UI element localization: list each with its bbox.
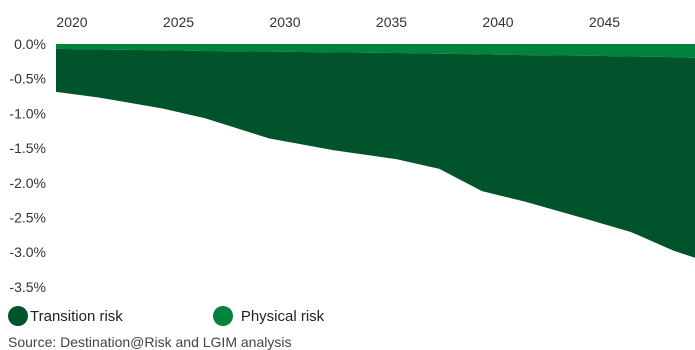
x-tick-label: 2040: [482, 14, 513, 30]
y-tick-label: -0.5%: [9, 71, 46, 87]
x-tick-label: 2035: [376, 14, 407, 30]
legend: Transition risk Physical risk: [8, 306, 414, 326]
chart-areas: [56, 44, 695, 258]
x-tick-label: 2025: [163, 14, 194, 30]
y-tick-label: 0.0%: [14, 36, 46, 52]
source-note: Source: Destination@Risk and LGIM analys…: [8, 334, 292, 350]
legend-swatch-transition: [8, 306, 28, 326]
y-tick-label: -2.5%: [9, 210, 46, 226]
y-tick-label: -2.0%: [9, 175, 46, 191]
x-tick-label: 2045: [589, 14, 620, 30]
x-axis-ticks: 2020202520302035204020452050: [56, 14, 620, 30]
y-tick-label: -3.5%: [9, 279, 46, 295]
x-tick-label: 2020: [56, 14, 87, 30]
legend-item-physical-risk: Physical risk: [212, 306, 325, 326]
legend-label-physical: Physical risk: [240, 307, 325, 325]
y-tick-label: -1.0%: [9, 105, 46, 121]
legend-swatch-physical: [212, 306, 233, 326]
y-tick-label: -1.5%: [9, 140, 46, 156]
area-chart: 2020202520302035204020452050 0.0%-0.5%-1…: [9, 14, 695, 295]
legend-item-transition-risk: Transition risk: [8, 306, 123, 326]
y-tick-label: -3.0%: [9, 244, 46, 260]
area-transition-risk: [56, 48, 695, 258]
area-physical-risk: [56, 44, 695, 58]
y-axis-ticks: 0.0% -0.5% -1.0% -1.5% -2.0% -2.5% -3.0% -3.5%: [9, 36, 46, 295]
x-tick-label: 2030: [269, 14, 300, 30]
legend-label-transition: Transition risk: [30, 307, 123, 325]
